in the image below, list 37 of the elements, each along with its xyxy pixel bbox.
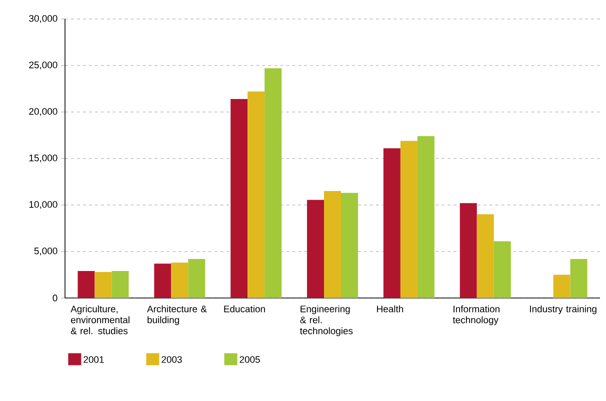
bar bbox=[78, 271, 95, 298]
bar bbox=[154, 264, 172, 298]
bar bbox=[341, 192, 358, 298]
bar bbox=[476, 214, 494, 298]
bar bbox=[94, 272, 112, 298]
bar bbox=[171, 262, 188, 298]
bar bbox=[400, 140, 418, 298]
legend-label: 2005 bbox=[240, 356, 260, 363]
x-tick-label: Architecture & building bbox=[147, 305, 207, 326]
bar bbox=[494, 241, 511, 298]
bar bbox=[324, 191, 342, 298]
y-tick-label: 0 bbox=[52, 294, 58, 302]
y-tick-label: 20,000 bbox=[29, 108, 58, 116]
bar bbox=[188, 258, 206, 298]
y-tick-label: 25,000 bbox=[29, 62, 58, 70]
bar bbox=[307, 200, 324, 298]
bar bbox=[460, 203, 477, 298]
y-tick-label: 10,000 bbox=[29, 201, 58, 209]
x-tick-label: Education bbox=[224, 305, 265, 312]
x-tick-label: Agriculture, environmental & rel. studies bbox=[70, 305, 130, 334]
x-tick-label: Industry training bbox=[530, 305, 596, 314]
legend-label: 2001 bbox=[84, 356, 104, 363]
bar bbox=[264, 68, 282, 298]
x-tick-label: Health bbox=[377, 305, 404, 312]
bar bbox=[570, 258, 588, 298]
y-tick-label: 5,000 bbox=[34, 248, 58, 256]
x-tick-label: Information technology bbox=[452, 305, 500, 326]
bar bbox=[383, 148, 400, 298]
y-tick-label: 15,000 bbox=[29, 154, 58, 162]
bar bbox=[248, 92, 265, 298]
x-tick-label: Engineering & rel. technologies bbox=[300, 305, 353, 336]
bar bbox=[112, 271, 129, 298]
bar bbox=[417, 136, 434, 298]
bar bbox=[553, 274, 570, 298]
y-tick-label: 30,000 bbox=[29, 15, 58, 23]
legend-label: 2003 bbox=[162, 356, 182, 363]
bar bbox=[230, 98, 248, 298]
